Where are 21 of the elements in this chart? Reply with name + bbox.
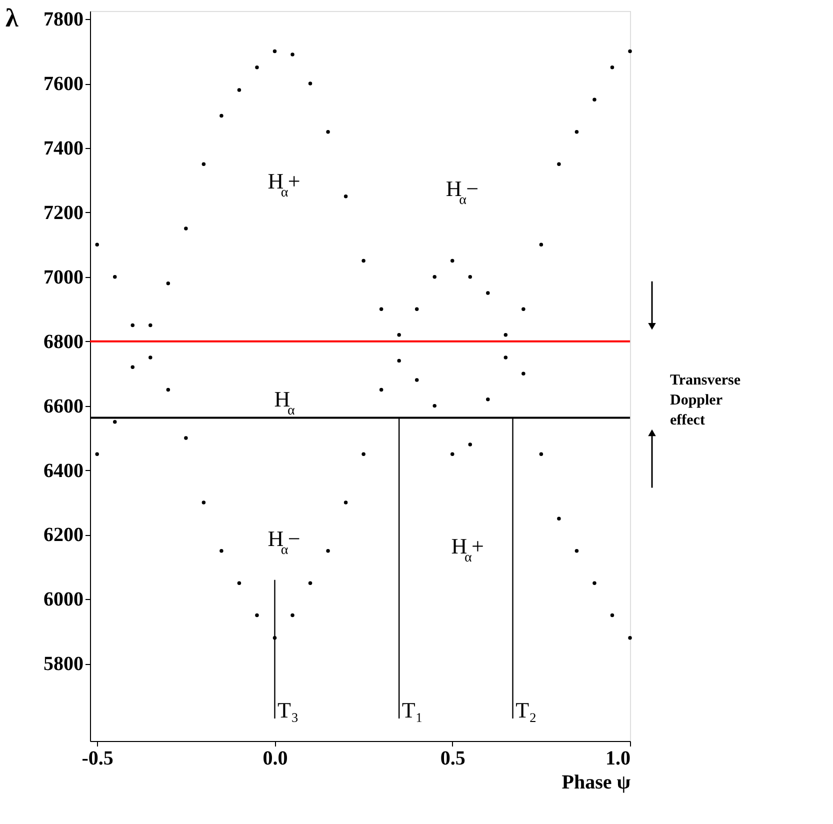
y-tick-label: 6200 [44, 524, 84, 546]
y-tick-label: 7600 [44, 73, 84, 96]
text: Transverse Doppler effect [670, 372, 741, 429]
y-tick-label: 7200 [44, 202, 84, 224]
x-axis-title: Phase ψ [562, 772, 631, 794]
x-tick-label: -0.5 [82, 748, 114, 770]
y-tick-label: 7800 [44, 8, 84, 31]
annotation: T₃ [278, 697, 299, 722]
y-tick-label: 7400 [44, 137, 84, 160]
y-tick-label: 6800 [44, 330, 84, 353]
annotation: T₂ [516, 697, 537, 722]
y-axis-title: λ [6, 4, 18, 32]
y-tick-label: 6000 [44, 588, 84, 611]
x-tick-label: 0.5 [440, 748, 466, 770]
y-tick-label: 5800 [44, 653, 84, 676]
y-tick-label: 6400 [44, 460, 84, 482]
x-tick-label: 0.0 [262, 748, 288, 770]
x-tick-label: 1.0 [606, 748, 630, 770]
y-tick-label: 7000 [44, 266, 84, 288]
y-tick-label: 6600 [44, 395, 84, 418]
annotation: T₁ [402, 697, 423, 722]
